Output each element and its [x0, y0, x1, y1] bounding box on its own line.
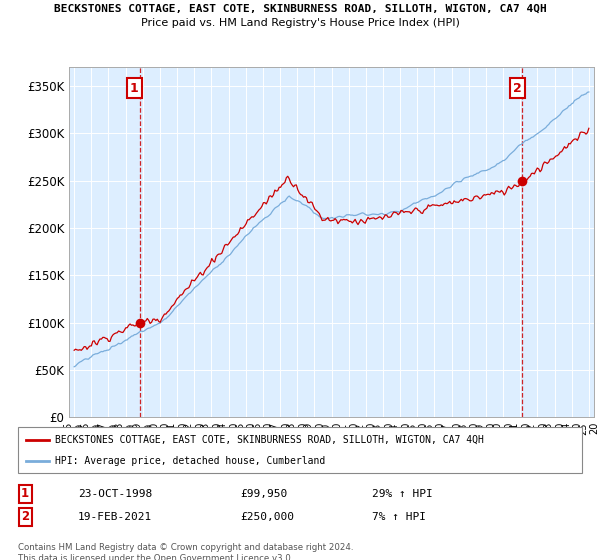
Text: 29% ↑ HPI: 29% ↑ HPI	[372, 489, 433, 499]
Text: BECKSTONES COTTAGE, EAST COTE, SKINBURNESS ROAD, SILLOTH, WIGTON, CA7 4QH: BECKSTONES COTTAGE, EAST COTE, SKINBURNE…	[53, 4, 547, 14]
Text: Price paid vs. HM Land Registry's House Price Index (HPI): Price paid vs. HM Land Registry's House …	[140, 18, 460, 29]
Text: HPI: Average price, detached house, Cumberland: HPI: Average price, detached house, Cumb…	[55, 456, 325, 466]
Text: £99,950: £99,950	[240, 489, 287, 499]
Text: 23-OCT-1998: 23-OCT-1998	[78, 489, 152, 499]
Text: £250,000: £250,000	[240, 512, 294, 522]
Text: 1: 1	[130, 82, 139, 95]
Text: Contains HM Land Registry data © Crown copyright and database right 2024.
This d: Contains HM Land Registry data © Crown c…	[18, 543, 353, 560]
Text: 2: 2	[513, 82, 521, 95]
Text: 7% ↑ HPI: 7% ↑ HPI	[372, 512, 426, 522]
Text: 19-FEB-2021: 19-FEB-2021	[78, 512, 152, 522]
FancyBboxPatch shape	[18, 427, 582, 473]
Text: 1: 1	[21, 487, 29, 501]
Text: 2: 2	[21, 510, 29, 524]
Text: BECKSTONES COTTAGE, EAST COTE, SKINBURNESS ROAD, SILLOTH, WIGTON, CA7 4QH: BECKSTONES COTTAGE, EAST COTE, SKINBURNE…	[55, 435, 484, 445]
